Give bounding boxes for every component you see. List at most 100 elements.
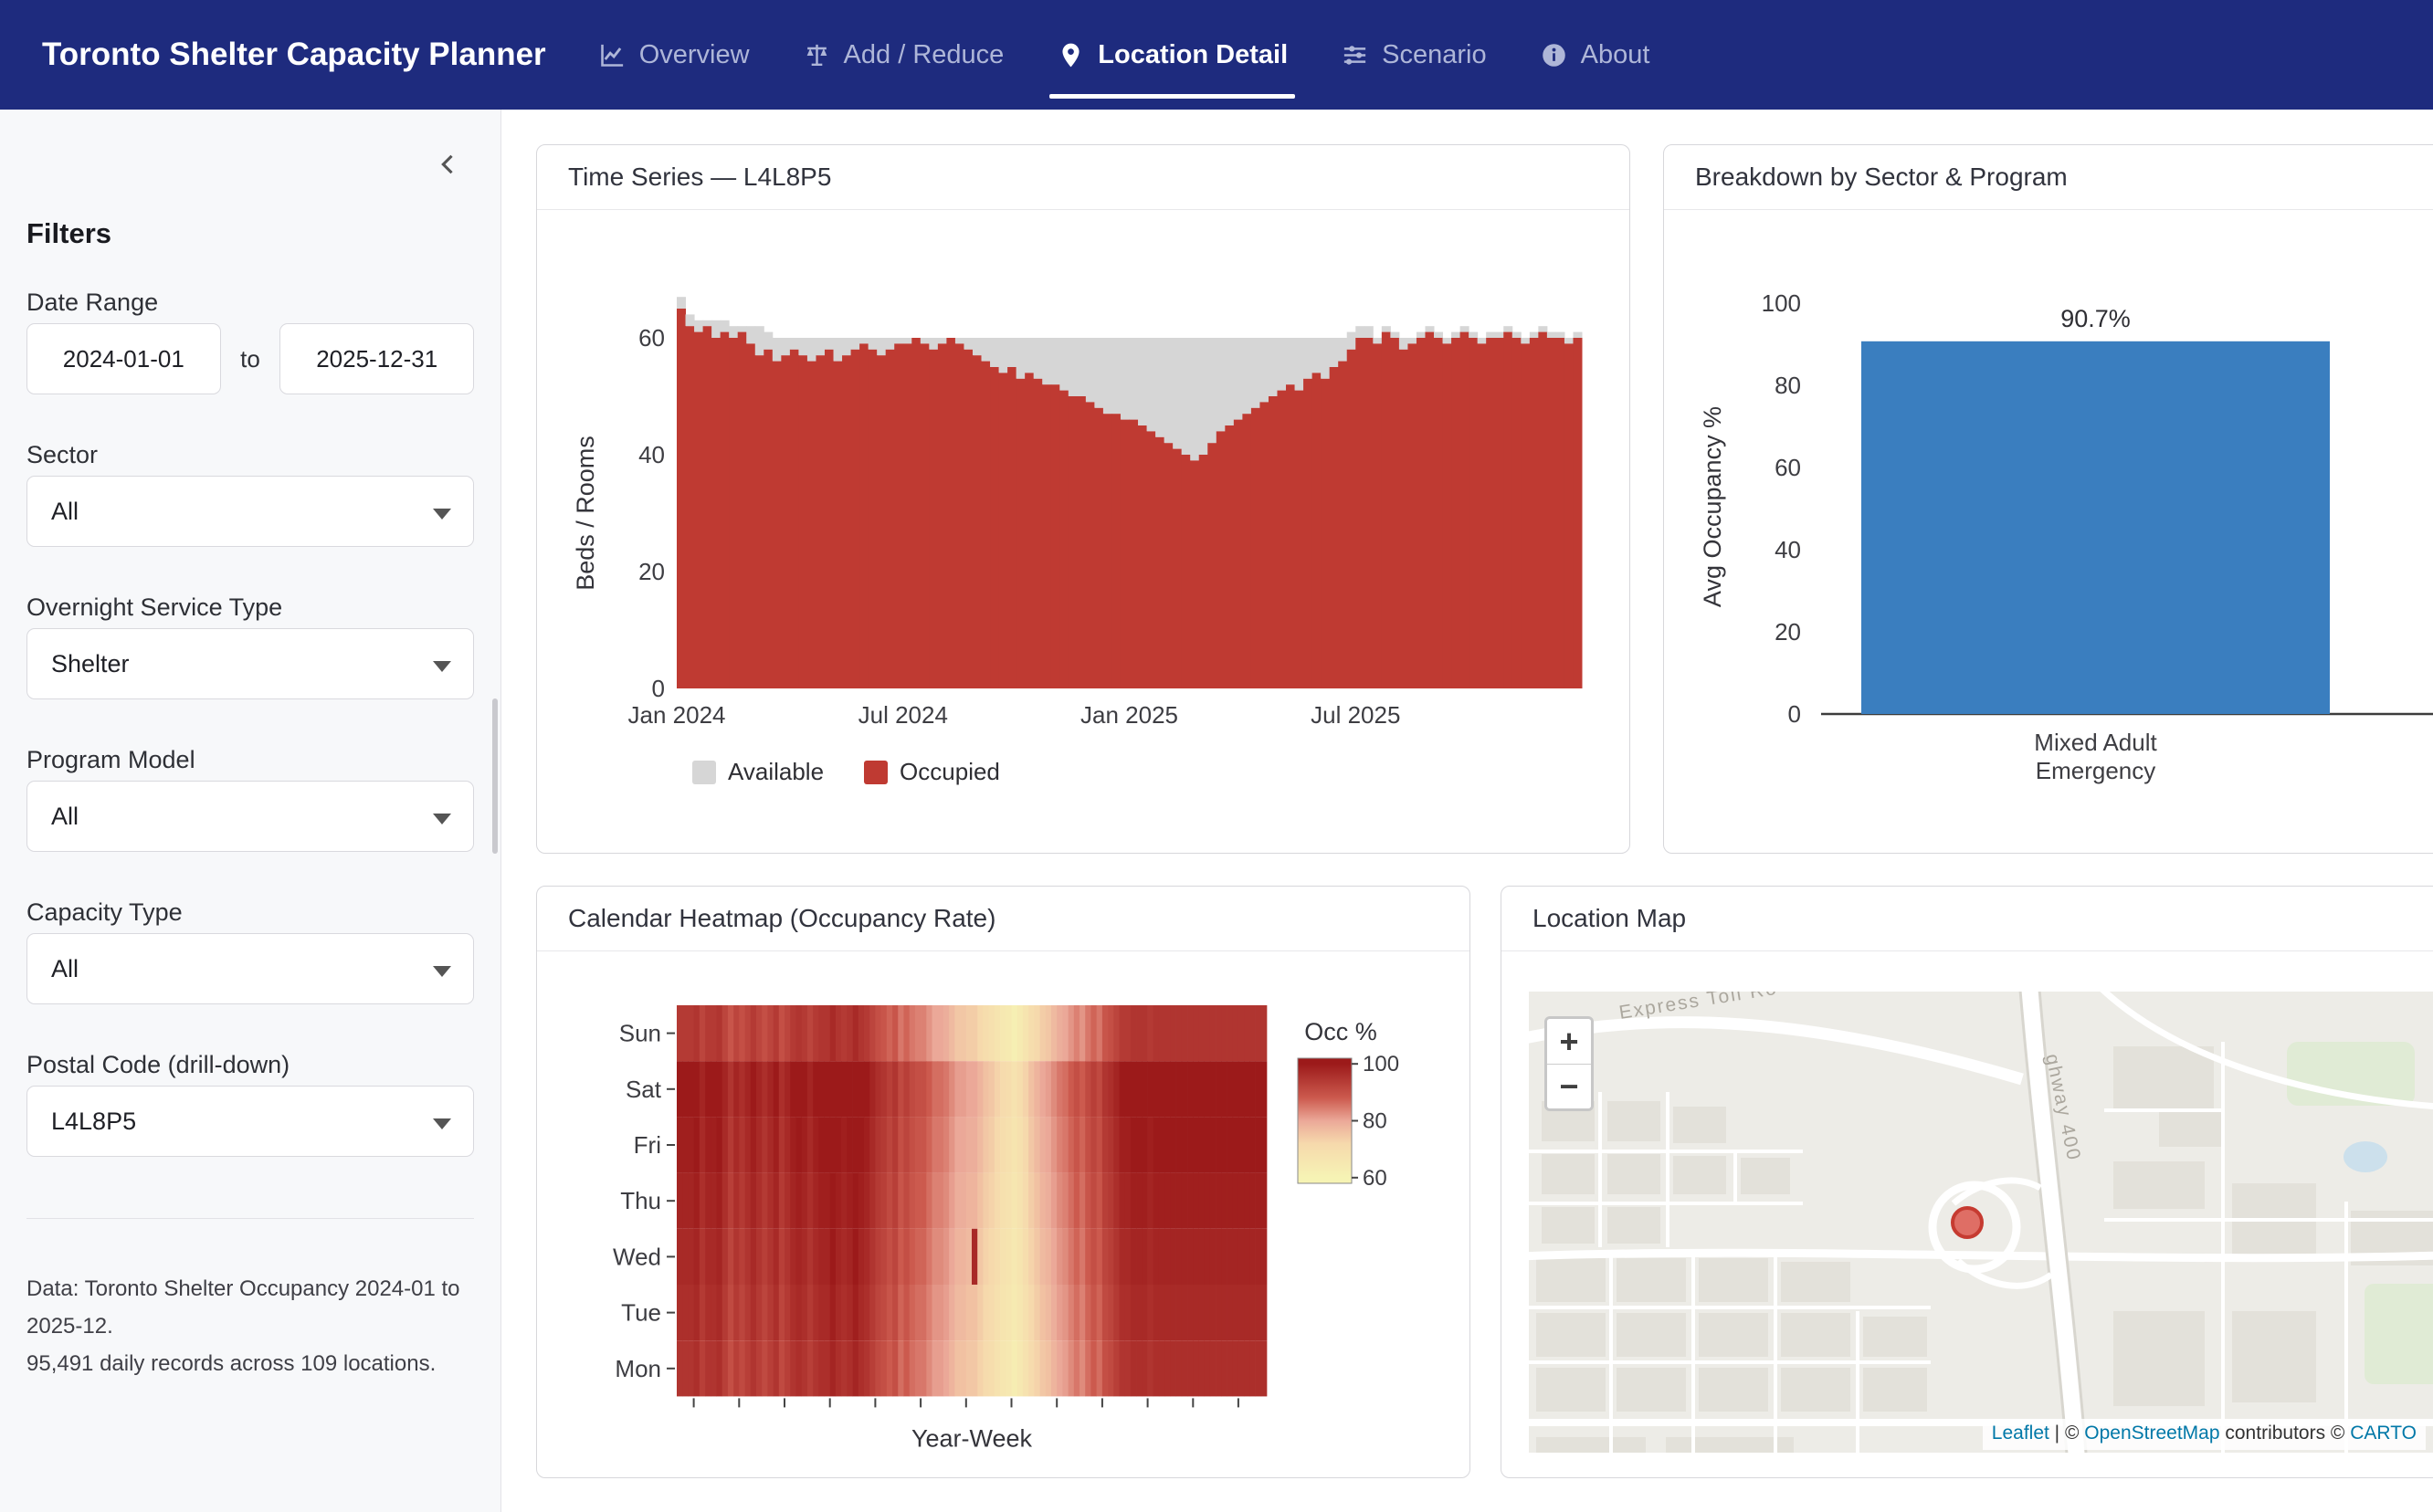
capacity-type-select[interactable]: All: [26, 933, 474, 1004]
svg-text:60: 60: [1775, 454, 1801, 481]
nav-item-label: About: [1580, 39, 1650, 69]
svg-text:100: 100: [1363, 1052, 1399, 1076]
postal-code-label: Postal Code (drill-down): [26, 1051, 290, 1078]
svg-text:90.7%: 90.7%: [2060, 305, 2131, 332]
chevron-down-icon: [433, 650, 451, 678]
map-card-title: Location Map: [1501, 887, 2433, 951]
date-range-separator: to: [240, 344, 260, 373]
nav-item-label: Overview: [638, 39, 750, 69]
select-value: All: [51, 497, 79, 525]
nav-item-location-detail[interactable]: Location Detail: [1042, 0, 1302, 110]
svg-text:Thu: Thu: [620, 1187, 661, 1214]
nav-item-label: Add / Reduce: [843, 39, 1005, 69]
date-range-label: Date Range: [26, 289, 159, 316]
svg-text:Tue: Tue: [621, 1299, 661, 1327]
postal-code-select[interactable]: L4L8P5: [26, 1086, 474, 1157]
overnight-service-type-select[interactable]: Shelter: [26, 628, 474, 699]
overnight-service-type-label: Overnight Service Type: [26, 593, 283, 621]
svg-text:Sat: Sat: [626, 1076, 662, 1103]
location-map[interactable]: Express Toll Ro ghway 400: [1529, 992, 2433, 1453]
nav-item-add-reduce[interactable]: Add / Reduce: [788, 0, 1019, 110]
svg-text:Emergency: Emergency: [2036, 757, 2156, 784]
chevron-down-icon: [433, 955, 451, 983]
sliders-icon: [1341, 41, 1369, 69]
svg-text:Jul 2025: Jul 2025: [1311, 701, 1400, 729]
select-value: All: [51, 954, 79, 982]
app-title: Toronto Shelter Capacity Planner: [42, 37, 546, 72]
capacity-type-label: Capacity Type: [26, 898, 183, 926]
date-range-control: 2024-01-01 to 2025-12-31: [26, 323, 474, 394]
svg-text:Jul 2024: Jul 2024: [858, 701, 948, 729]
svg-text:20: 20: [1775, 618, 1801, 646]
breakdown-card-title: Breakdown by Sector & Program: [1664, 145, 2433, 210]
svg-text:40: 40: [638, 441, 665, 468]
balance-scale-icon: [803, 41, 831, 69]
sidebar-scrollbar[interactable]: [492, 698, 498, 854]
nav-item-overview[interactable]: Overview: [584, 0, 764, 110]
main-content: Time Series — L4L8P5 0 20 40 60 Jan 2024 Jul …: [502, 110, 2433, 1512]
svg-text:Avg Occupancy %: Avg Occupancy %: [1699, 406, 1726, 607]
chevron-left-icon: [433, 149, 464, 184]
chevron-down-icon: [433, 1108, 451, 1136]
openstreetmap-link[interactable]: OpenStreetMap: [2084, 1423, 2220, 1444]
timeseries-card-title: Time Series — L4L8P5: [537, 145, 1629, 210]
svg-text:20: 20: [638, 558, 665, 585]
select-value: L4L8P5: [51, 1107, 137, 1135]
carto-link[interactable]: CARTO: [2350, 1423, 2417, 1444]
svg-text:Jan 2025: Jan 2025: [1080, 701, 1178, 729]
svg-text:Year-Week: Year-Week: [911, 1424, 1033, 1452]
zoom-in-button[interactable]: +: [1547, 1019, 1591, 1064]
map-marker[interactable]: [1951, 1206, 1984, 1239]
sidebar-collapse-button[interactable]: [428, 146, 469, 186]
heatmap-chart: Sun Sat Fri Thu Wed Tue Mon Year-Week 100 80 60 Occ…: [613, 1005, 1399, 1452]
svg-text:80: 80: [1775, 372, 1801, 399]
sidebar-divider: [26, 1218, 474, 1219]
nav-item-label: Location Detail: [1098, 39, 1289, 69]
select-value: Shelter: [51, 649, 130, 677]
program-model-label: Program Model: [26, 746, 195, 773]
chevron-down-icon: [433, 498, 451, 526]
map-pin-icon: [1057, 41, 1085, 69]
chevron-down-icon: [433, 803, 451, 831]
timeseries-legend: Available Occupied: [692, 758, 1000, 786]
breakdown-card: Breakdown by Sector & Program 90.7% 0 20 40…: [1663, 144, 2433, 854]
map-pond: [2343, 1141, 2387, 1172]
heatmap-card: Calendar Heatmap (Occupancy Rate) Sun Sat…: [536, 886, 1470, 1478]
sector-select[interactable]: All: [26, 476, 474, 547]
nav-item-about[interactable]: About: [1525, 0, 1665, 110]
date-start-input[interactable]: 2024-01-01: [26, 323, 221, 394]
map-park: [2365, 1284, 2433, 1384]
svg-text:Beds / Rooms: Beds / Rooms: [572, 436, 599, 591]
nav-item-scenario[interactable]: Scenario: [1326, 0, 1501, 110]
program-model-select[interactable]: All: [26, 781, 474, 852]
info-icon: [1540, 41, 1568, 69]
leaflet-link[interactable]: Leaflet: [1991, 1423, 2049, 1444]
map-road-highway-400: [2021, 992, 2085, 1453]
main-nav: Overview Add / Reduce Location Detail Sc…: [572, 0, 1677, 110]
filters-sidebar: Filters Date Range 2024-01-01 to 2025-12…: [0, 110, 501, 1512]
timeseries-card: Time Series — L4L8P5 0 20 40 60 Jan 2024 Jul …: [536, 144, 1630, 854]
dataset-note: Data: Toronto Shelter Occupancy 2024-01 …: [26, 1276, 460, 1376]
svg-text:Occ %: Occ %: [1304, 1018, 1377, 1045]
map-attribution: Leaflet | © OpenStreetMap contributors ©…: [1982, 1419, 2426, 1450]
zoom-out-button[interactable]: −: [1547, 1064, 1591, 1108]
svg-text:Fri: Fri: [634, 1131, 661, 1159]
svg-text:Mon: Mon: [615, 1355, 661, 1382]
svg-text:Jan 2024: Jan 2024: [628, 701, 726, 729]
map-tiles: Express Toll Ro ghway 400: [1529, 992, 2433, 1453]
svg-text:0: 0: [1788, 700, 1801, 728]
filters-heading: Filters: [26, 217, 112, 249]
select-value: All: [51, 802, 79, 830]
timeseries-chart: 0 20 40 60 Jan 2024 Jul 2024 Jan 2025 Jul 2025 B…: [572, 297, 1583, 729]
line-chart-icon: [598, 41, 627, 69]
map-zoom-control: + −: [1544, 1016, 1594, 1111]
svg-text:60: 60: [1363, 1166, 1387, 1191]
top-navigation-bar: Toronto Shelter Capacity Planner Overvie…: [0, 0, 2433, 110]
svg-text:80: 80: [1363, 1109, 1387, 1134]
svg-text:Mixed Adult: Mixed Adult: [2034, 729, 2157, 756]
svg-text:Wed: Wed: [613, 1243, 661, 1270]
svg-text:100: 100: [1762, 289, 1801, 317]
svg-text:60: 60: [638, 324, 665, 352]
date-end-input[interactable]: 2025-12-31: [279, 323, 474, 394]
